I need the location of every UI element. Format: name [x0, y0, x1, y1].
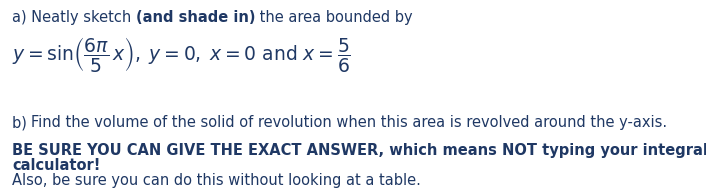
Text: Find the volume of the solid of revolution when this area is revolved around the: Find the volume of the solid of revoluti… — [32, 115, 668, 130]
Text: a) Neatly sketch: a) Neatly sketch — [12, 10, 136, 25]
Text: calculator!: calculator! — [12, 158, 100, 173]
Text: b): b) — [12, 115, 32, 130]
Text: Also, be sure you can do this without looking at a table.: Also, be sure you can do this without lo… — [12, 173, 421, 188]
Text: (and shade in): (and shade in) — [136, 10, 256, 25]
Text: BE SURE YOU CAN GIVE THE EXACT ANSWER, which means NOT typing your integral into: BE SURE YOU CAN GIVE THE EXACT ANSWER, w… — [12, 143, 706, 158]
Text: the area bounded by: the area bounded by — [256, 10, 413, 25]
Text: $y = \sin\!\left(\dfrac{6\pi}{5}\,x\right),\; y = 0,\; x = 0\text{ and }x = \dfr: $y = \sin\!\left(\dfrac{6\pi}{5}\,x\righ… — [12, 35, 351, 74]
